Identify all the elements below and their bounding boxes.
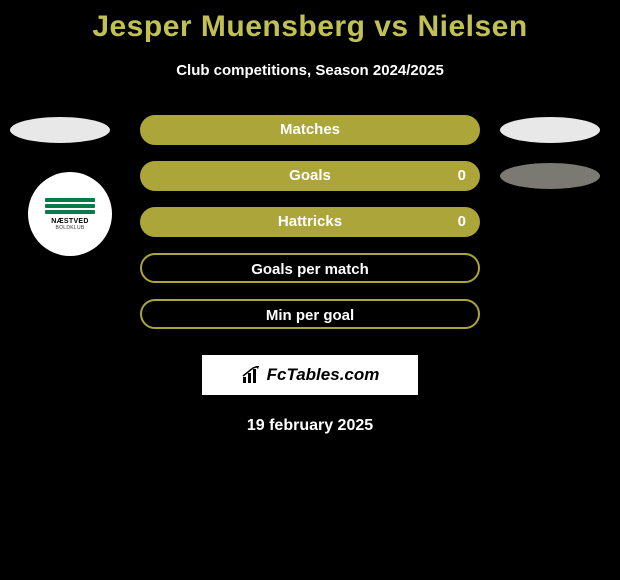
stat-pill: Min per goal — [140, 299, 480, 329]
stat-label: Matches — [140, 115, 480, 145]
stat-row: Hattricks0 — [0, 209, 620, 255]
stat-pill: Goals0 — [140, 161, 480, 191]
stat-label: Hattricks — [140, 207, 480, 237]
stat-label: Goals per match — [142, 255, 478, 285]
stat-left-value-ellipse — [10, 117, 110, 143]
stat-row: Min per goal — [0, 301, 620, 347]
stat-pill: Goals per match — [140, 253, 480, 283]
comparison-title: Jesper Muensberg vs Nielsen — [0, 0, 620, 44]
stat-label: Goals — [140, 161, 480, 191]
stat-pill: Hattricks0 — [140, 207, 480, 237]
stat-label: Min per goal — [142, 301, 478, 331]
stat-row: Goals per match — [0, 255, 620, 301]
brand-box: FcTables.com — [202, 355, 418, 395]
stat-value-right: 0 — [458, 161, 466, 191]
stat-right-value-ellipse — [500, 117, 600, 143]
stat-pill: Matches — [140, 115, 480, 145]
season-subtitle: Club competitions, Season 2024/2025 — [0, 62, 620, 79]
stat-row: Matches — [0, 117, 620, 163]
stats-area: NÆSTVED BOLDKLUB MatchesGoals0Hattricks0… — [0, 117, 620, 347]
generation-date: 19 february 2025 — [0, 417, 620, 435]
stat-right-value-ellipse — [500, 163, 600, 189]
chart-icon — [241, 366, 263, 384]
stat-row: Goals0 — [0, 163, 620, 209]
brand-text: FcTables.com — [267, 365, 380, 385]
stat-value-right: 0 — [458, 207, 466, 237]
